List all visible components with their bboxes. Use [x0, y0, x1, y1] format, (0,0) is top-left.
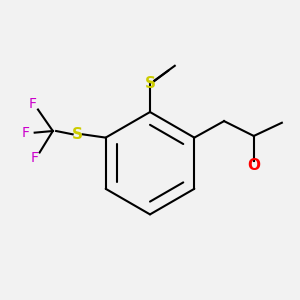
Text: F: F: [21, 126, 29, 140]
Text: O: O: [247, 158, 260, 173]
Text: S: S: [72, 127, 83, 142]
Text: F: F: [29, 97, 37, 111]
Text: S: S: [145, 76, 155, 92]
Text: F: F: [30, 151, 38, 165]
